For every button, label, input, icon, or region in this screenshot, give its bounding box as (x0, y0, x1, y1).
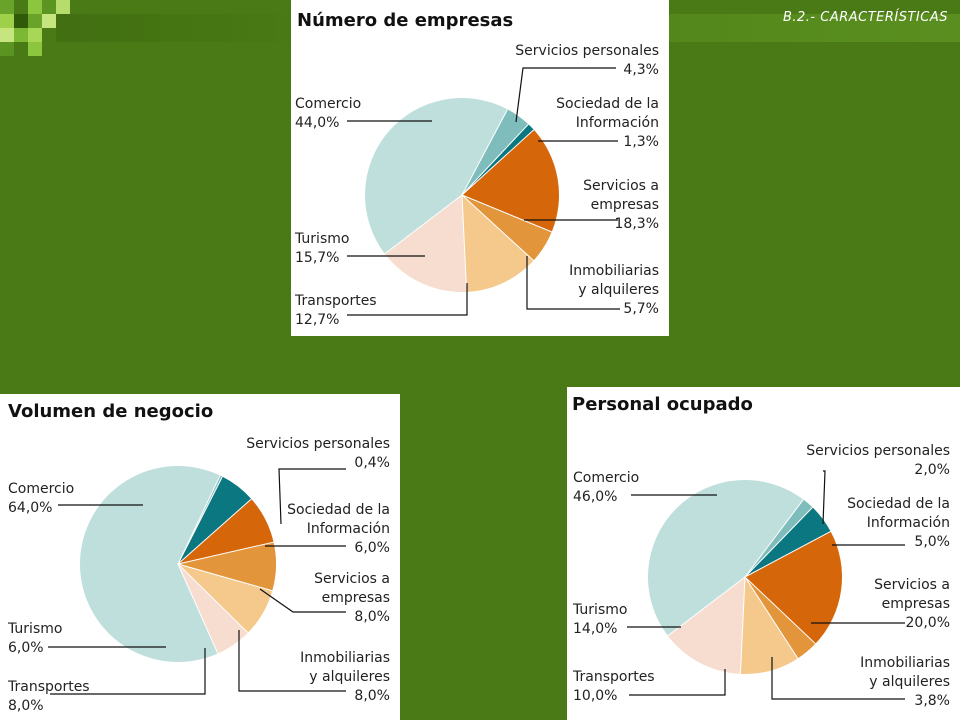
slice-separator (744, 576, 799, 659)
slice-label-servicios-empresas: Servicios a empresas 20,0% (874, 577, 950, 631)
slice-separator (177, 563, 273, 592)
slice-label-servicios-personales: Servicios personales 0,4% (246, 436, 390, 471)
pie-slice-sociedad-informacion (178, 476, 252, 564)
pie-slice-sociedad-informacion (462, 124, 534, 195)
slice-label-sociedad-informacion: Sociedad de la Información 5,0% (847, 496, 950, 550)
slice-label-transportes: Transportes 12,7% (294, 293, 377, 328)
slice-label-comercio: Comercio 46,0% (573, 470, 639, 505)
pie-slice-servicios-personales (745, 499, 813, 577)
slice-separator (384, 194, 463, 255)
leader-line-servicios-empresas (259, 588, 346, 613)
pie-slice-comercio (647, 479, 804, 636)
pie-slice-turismo (384, 195, 467, 292)
slice-separator (461, 123, 529, 196)
pie-slice-servicios-empresas (745, 531, 843, 644)
pie-slice-inmobiliarias-alquileres (462, 195, 552, 261)
pie-slice-transportes (462, 195, 534, 292)
slice-label-inmobiliarias-alquileres: Inmobiliarias y alquileres 8,0% (300, 650, 390, 704)
slice-separator (744, 507, 813, 578)
chart-title-volumen-negocio: Volumen de negocio (8, 401, 213, 422)
leader-line-servicios-personales (822, 470, 826, 525)
panel-personal-ocupado: Personal ocupado Servicios personales 2,0%… (567, 387, 960, 720)
slice-separator (461, 194, 534, 261)
pie-slice-inmobiliarias-alquileres (745, 577, 816, 659)
slice-label-comercio: Comercio 64,0% (8, 481, 74, 516)
chart-title-numero-empresas: Número de empresas (297, 10, 513, 31)
slice-label-servicios-personales: Servicios personales 4,3% (515, 43, 659, 78)
slice-label-inmobiliarias-alquileres: Inmobiliarias y alquileres 5,7% (569, 263, 659, 317)
slice-separator (177, 563, 249, 634)
slice-label-inmobiliarias-alquileres: Inmobiliarias y alquileres 3,8% (860, 655, 950, 709)
slice-separator (744, 576, 816, 645)
pie-slice-servicios-empresas (462, 129, 559, 232)
leader-line-servicios-personales (278, 468, 346, 525)
slice-separator (177, 476, 223, 565)
leader-line-servicios-personales (515, 67, 616, 123)
section-header: B.2.- CARACTERÍSTICAS (782, 10, 948, 25)
slice-separator (177, 541, 274, 565)
pie-slice-transportes (178, 564, 273, 633)
slice-separator (744, 499, 804, 578)
pie-chart-volumen-negocio: Volumen de negocio Servicios personales 0,… (7, 401, 390, 714)
slice-separator (177, 498, 252, 565)
slice-label-comercio: Comercio 44,0% (295, 96, 361, 131)
pie-slice-turismo (667, 577, 745, 674)
pie-slice-turismo (178, 564, 248, 654)
leader-line-transportes (347, 283, 468, 316)
chart-title-personal-ocupado: Personal ocupado (572, 394, 753, 415)
panel-volumen-negocio: Volumen de negocio Servicios personales 0,… (0, 394, 400, 720)
slice-label-servicios-empresas: Servicios a empresas 8,0% (314, 571, 390, 625)
pie-slice-transportes (740, 577, 798, 674)
slice-separator (461, 109, 508, 196)
leader-line-inmobiliarias-alquileres (526, 256, 620, 310)
slice-separator (461, 194, 552, 233)
pie-slice-sociedad-informacion (745, 507, 831, 577)
slice-separator (739, 576, 746, 674)
slice-label-turismo: Turismo 15,7% (294, 231, 349, 266)
slice-label-turismo: Turismo 6,0% (7, 621, 62, 656)
slice-separator (461, 129, 535, 196)
pie-slice-servicios-empresas (178, 499, 274, 564)
slice-label-sociedad-informacion: Sociedad de la Información 6,0% (287, 502, 390, 556)
leader-line-inmobiliarias-alquileres (771, 657, 905, 700)
pie-slice-comercio (364, 97, 508, 254)
slice-label-turismo: Turismo 14,0% (572, 602, 627, 637)
slice-label-servicios-empresas: Servicios a empresas 18,3% (583, 178, 659, 232)
pie-slice-comercio (79, 466, 221, 663)
leader-line-transportes (629, 669, 726, 696)
panel-numero-empresas: Número de empresas Servicios personales 4,… (291, 0, 669, 336)
slice-separator (744, 531, 831, 578)
leader-line-inmobiliarias-alquileres (238, 630, 346, 692)
slice-label-transportes: Transportes 8,0% (7, 679, 90, 714)
pie-chart-personal-ocupado: Personal ocupado Servicios personales 2,0%… (572, 394, 950, 709)
slice-separator (177, 563, 219, 654)
pie-slice-inmobiliarias-alquileres (178, 542, 277, 591)
slice-label-servicios-personales: Servicios personales 2,0% (806, 443, 950, 478)
slice-separator (667, 576, 746, 637)
slice-label-sociedad-informacion: Sociedad de la Información 1,3% (556, 96, 659, 150)
slice-separator (461, 194, 468, 292)
pie-slice-servicios-personales (462, 109, 529, 195)
slice-label-transportes: Transportes 10,0% (572, 669, 655, 704)
leader-line-transportes (50, 648, 206, 695)
